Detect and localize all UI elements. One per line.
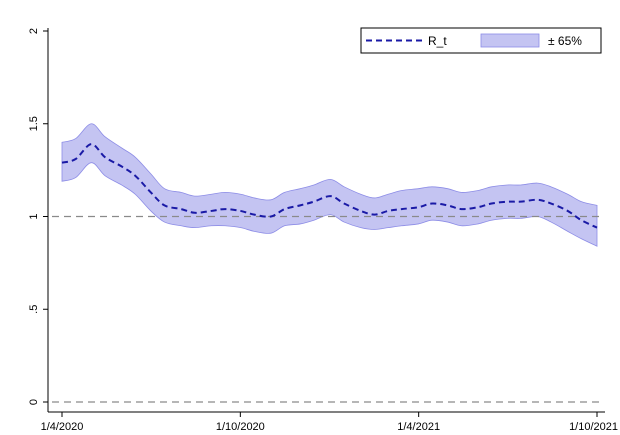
y-tick-label: 0	[28, 399, 40, 405]
y-tick-label: 2	[28, 28, 40, 34]
confidence-band	[61, 123, 598, 247]
legend: R_t ± 65%	[360, 27, 602, 54]
y-tick-label: 1.5	[28, 116, 40, 131]
x-tick-label: 1/4/2020	[41, 421, 84, 433]
legend-band-swatch	[480, 33, 540, 48]
x-ticks: 1/4/2020 1/10/2020 1/4/2021 1/10/2021	[41, 412, 618, 433]
y-ticks: 0 .5 1 1.5 2	[28, 28, 48, 405]
x-tick-label: 1/4/2021	[397, 421, 440, 433]
x-tick-label: 1/10/2020	[216, 421, 265, 433]
y-tick-label: .5	[28, 305, 40, 314]
rt-line	[61, 143, 598, 229]
legend-band-label: ± 65%	[548, 34, 582, 48]
legend-rt-label: R_t	[428, 34, 447, 48]
plot-group	[52, 123, 603, 403]
y-tick-label: 1	[28, 213, 40, 219]
x-tick-label: 1/10/2021	[569, 421, 618, 433]
